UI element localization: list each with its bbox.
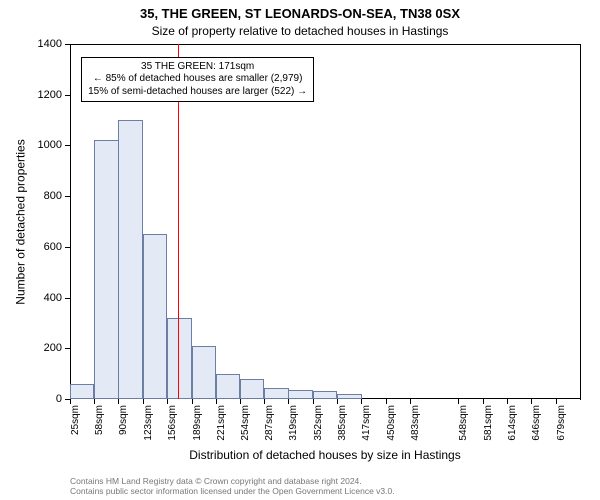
footer-line-1: Contains HM Land Registry data © Crown c… — [70, 476, 588, 486]
y-axis-line — [70, 44, 71, 399]
histogram-bar — [264, 388, 288, 399]
x-tick-mark — [313, 399, 314, 404]
x-tick-mark — [94, 399, 95, 404]
x-tick-mark — [556, 399, 557, 404]
x-tick-label: 189sqm — [192, 405, 203, 441]
y-tick-label: 600 — [44, 241, 70, 253]
x-axis-label: Distribution of detached houses by size … — [70, 448, 580, 462]
plot-area: 35 THE GREEN: 171sqm← 85% of detached ho… — [70, 44, 580, 399]
x-tick-mark — [192, 399, 193, 404]
x-tick-label: 123sqm — [143, 405, 154, 441]
x-tick-label: 483sqm — [410, 405, 421, 441]
y-axis-label: Number of detached properties — [14, 44, 28, 399]
x-tick-mark — [361, 399, 362, 404]
x-tick-label: 352sqm — [313, 405, 324, 441]
x-tick-label: 646sqm — [531, 405, 542, 441]
x-tick-label: 548sqm — [458, 405, 469, 441]
y-tick-label: 0 — [56, 393, 70, 405]
x-tick-mark — [216, 399, 217, 404]
annotation-line: ← 85% of detached houses are smaller (2,… — [88, 73, 307, 86]
histogram-bar — [288, 390, 312, 399]
x-tick-label: 287sqm — [264, 405, 275, 441]
x-tick-mark — [288, 399, 289, 404]
y-tick-label: 1000 — [38, 139, 70, 151]
x-tick-mark — [167, 399, 168, 404]
x-tick-mark — [458, 399, 459, 404]
x-tick-label: 679sqm — [556, 405, 567, 441]
x-tick-mark — [118, 399, 119, 404]
x-tick-mark — [386, 399, 387, 404]
x-tick-mark — [410, 399, 411, 404]
y-tick-label: 400 — [44, 292, 70, 304]
histogram-bar — [192, 346, 216, 399]
x-tick-label: 90sqm — [118, 405, 129, 435]
x-tick-mark — [240, 399, 241, 404]
histogram-bar — [167, 318, 191, 399]
histogram-bar — [70, 384, 94, 399]
x-tick-label: 58sqm — [94, 405, 105, 435]
chart-subtitle: Size of property relative to detached ho… — [0, 24, 600, 38]
histogram-bar — [118, 120, 142, 399]
histogram-bar — [94, 140, 118, 399]
x-tick-label: 450sqm — [386, 405, 397, 441]
y-tick-label: 200 — [44, 342, 70, 354]
x-tick-label: 417sqm — [361, 405, 372, 441]
y-tick-label: 1400 — [38, 38, 70, 50]
footer-line-2: Contains public sector information licen… — [70, 486, 588, 496]
annotation-line: 15% of semi-detached houses are larger (… — [88, 86, 307, 99]
x-tick-label: 156sqm — [167, 405, 178, 441]
x-tick-label: 385sqm — [337, 405, 348, 441]
x-tick-label: 581sqm — [483, 405, 494, 441]
histogram-bar — [313, 391, 337, 399]
x-tick-mark — [143, 399, 144, 404]
x-tick-mark — [70, 399, 71, 404]
annotation-line: 35 THE GREEN: 171sqm — [88, 61, 307, 74]
x-tick-mark — [507, 399, 508, 404]
y-tick-label: 1200 — [38, 89, 70, 101]
annotation-box: 35 THE GREEN: 171sqm← 85% of detached ho… — [81, 57, 314, 103]
x-tick-mark — [264, 399, 265, 404]
y-tick-label: 800 — [44, 190, 70, 202]
x-tick-label: 221sqm — [216, 405, 227, 441]
x-tick-label: 254sqm — [240, 405, 251, 441]
chart-title-address: 35, THE GREEN, ST LEONARDS-ON-SEA, TN38 … — [0, 6, 600, 21]
histogram-bar — [143, 234, 167, 399]
histogram-bar — [337, 394, 361, 399]
x-tick-mark — [337, 399, 338, 404]
x-tick-label: 319sqm — [288, 405, 299, 441]
x-tick-mark — [531, 399, 532, 404]
figure: 35, THE GREEN, ST LEONARDS-ON-SEA, TN38 … — [0, 0, 600, 500]
x-tick-label: 25sqm — [70, 405, 81, 435]
histogram-bar — [216, 374, 240, 399]
histogram-bar — [240, 379, 264, 399]
x-tick-label: 614sqm — [507, 405, 518, 441]
attribution-footer: Contains HM Land Registry data © Crown c… — [70, 476, 588, 496]
x-tick-mark — [483, 399, 484, 404]
